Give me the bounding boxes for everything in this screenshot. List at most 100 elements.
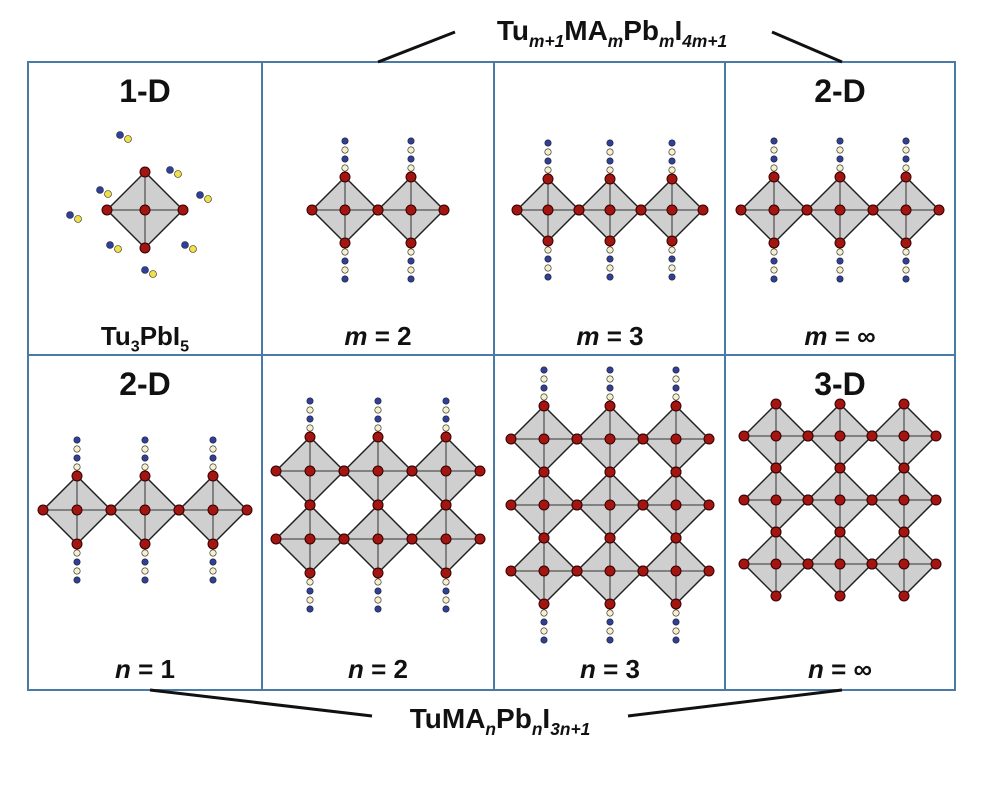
molecule-atom (902, 146, 910, 154)
molecule-atom (668, 255, 676, 263)
molecule-atom (442, 397, 450, 405)
molecule-atom (374, 406, 382, 414)
molecule-atom (672, 366, 680, 374)
molecule-atom (836, 155, 844, 163)
molecule-atom (672, 393, 680, 401)
molecule-atom (442, 424, 450, 432)
atom (538, 499, 550, 511)
molecule-atom (209, 463, 217, 471)
molecule-atom (104, 190, 112, 198)
molecule-atom (407, 155, 415, 163)
atom (670, 598, 682, 610)
molecule-atom (374, 424, 382, 432)
molecule-atom (836, 137, 844, 145)
formula-part: n (115, 654, 131, 684)
formula-part: Tu (497, 15, 529, 46)
atom (372, 204, 384, 216)
molecule-atom (374, 397, 382, 405)
molecule-atom (374, 605, 382, 613)
atom (604, 400, 616, 412)
molecule-atom (189, 245, 197, 253)
molecule-atom (770, 146, 778, 154)
molecule-atom (540, 393, 548, 401)
molecule-atom (114, 245, 122, 253)
molecule-atom (544, 264, 552, 272)
formula-part: I (674, 15, 682, 46)
formula-part: m+1 (529, 31, 564, 51)
molecule-atom (836, 248, 844, 256)
molecule-atom (672, 609, 680, 617)
atom (139, 538, 151, 550)
formula-part: = 3 (596, 654, 640, 684)
molecule-atom (141, 558, 149, 566)
molecule-atom (141, 454, 149, 462)
atom (866, 494, 878, 506)
atom (207, 470, 219, 482)
molecule-atom (306, 397, 314, 405)
atom (241, 504, 253, 516)
atom (505, 565, 517, 577)
molecule-atom (540, 618, 548, 626)
atom (898, 590, 910, 602)
atom (770, 494, 782, 506)
atom (738, 430, 750, 442)
molecule-atom (672, 375, 680, 383)
atom (538, 598, 550, 610)
molecule-atom (407, 257, 415, 265)
atom (604, 235, 616, 247)
atom (867, 204, 879, 216)
atom (801, 204, 813, 216)
molecule-atom (606, 393, 614, 401)
formula-part: m (344, 321, 367, 351)
formula: n = 3 (580, 654, 640, 684)
formula: Tu3PbI5 (101, 321, 189, 356)
atom (703, 499, 715, 511)
molecule-atom (209, 445, 217, 453)
atom (573, 204, 585, 216)
formula-part: Pb (623, 15, 659, 46)
molecule-atom (540, 636, 548, 644)
atom (834, 558, 846, 570)
panel-dividers (28, 62, 955, 690)
molecule-atom (442, 578, 450, 586)
atom (604, 204, 616, 216)
molecule-atom (606, 627, 614, 635)
molecule-atom (836, 164, 844, 172)
molecule-atom (341, 275, 349, 283)
molecule-atom (544, 139, 552, 147)
atom (207, 504, 219, 516)
molecule-atom (141, 549, 149, 557)
molecule-atom (66, 211, 74, 219)
atom (670, 433, 682, 445)
molecule-atom (141, 576, 149, 584)
atom (802, 494, 814, 506)
atom (105, 504, 117, 516)
molecule-atom (73, 454, 81, 462)
formula-part: = 2 (364, 654, 408, 684)
atom (440, 567, 452, 579)
molecule-atom (540, 384, 548, 392)
atom (542, 235, 554, 247)
molecule-atom (540, 375, 548, 383)
molecule-atom (116, 131, 124, 139)
molecule-atom (341, 155, 349, 163)
molecule-atom (540, 627, 548, 635)
molecule-atom (668, 157, 676, 165)
atom (604, 173, 616, 185)
atom (71, 470, 83, 482)
molecule-atom (306, 587, 314, 595)
formula: m = 3 (576, 321, 643, 351)
molecule-atom (341, 257, 349, 265)
atom (866, 430, 878, 442)
atom (571, 433, 583, 445)
atom (438, 204, 450, 216)
atom (474, 533, 486, 545)
atom (542, 173, 554, 185)
molecule-atom (668, 246, 676, 254)
atom (697, 204, 709, 216)
formula: m = ∞ (804, 321, 875, 351)
atom (670, 565, 682, 577)
molecule-atom (606, 273, 614, 281)
molecule-atom (141, 567, 149, 575)
